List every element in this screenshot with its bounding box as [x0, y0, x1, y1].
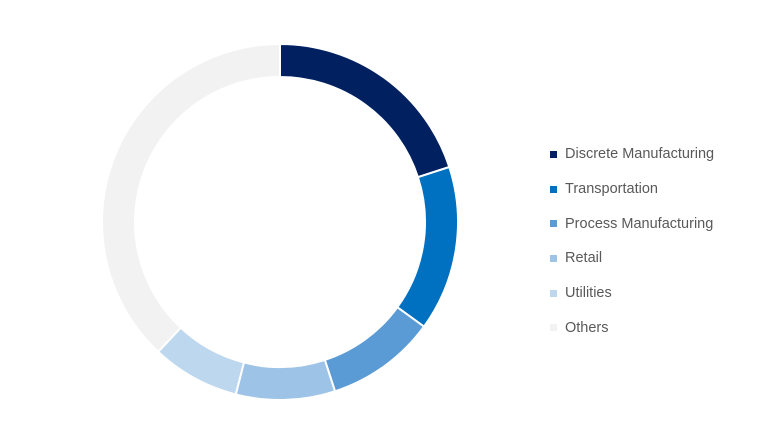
legend-swatch — [550, 220, 557, 228]
legend-item: Retail — [550, 241, 760, 276]
legend-item: Others — [550, 310, 760, 345]
legend-swatch — [550, 289, 557, 297]
donut-slice-process-manufacturing — [323, 305, 426, 393]
legend-item: Transportation — [550, 172, 760, 207]
legend-swatch — [550, 324, 557, 332]
legend-swatch — [550, 185, 557, 193]
legend-item: Discrete Manufacturing — [550, 137, 760, 172]
legend-label: Transportation — [565, 181, 658, 198]
legend-label: Discrete Manufacturing — [565, 146, 715, 163]
legend-item: Process Manufacturing — [550, 206, 760, 241]
legend-label: Utilities — [565, 285, 612, 302]
donut-slice-transportation — [395, 165, 459, 329]
donut-slice-discrete-manufacturing — [279, 42, 451, 179]
donut-slice-retail — [234, 358, 337, 401]
legend-label: Others — [565, 319, 609, 336]
chart-legend: Discrete Manufacturing Transportation Proc… — [550, 137, 760, 345]
legend-swatch — [550, 150, 557, 158]
donut-slices — [101, 42, 459, 401]
legend-label: Retail — [565, 250, 603, 267]
legend-item: Utilities — [550, 276, 760, 311]
legend-swatch — [550, 254, 557, 262]
donut-slice-others — [101, 42, 281, 354]
legend-label: Process Manufacturing — [565, 215, 714, 232]
